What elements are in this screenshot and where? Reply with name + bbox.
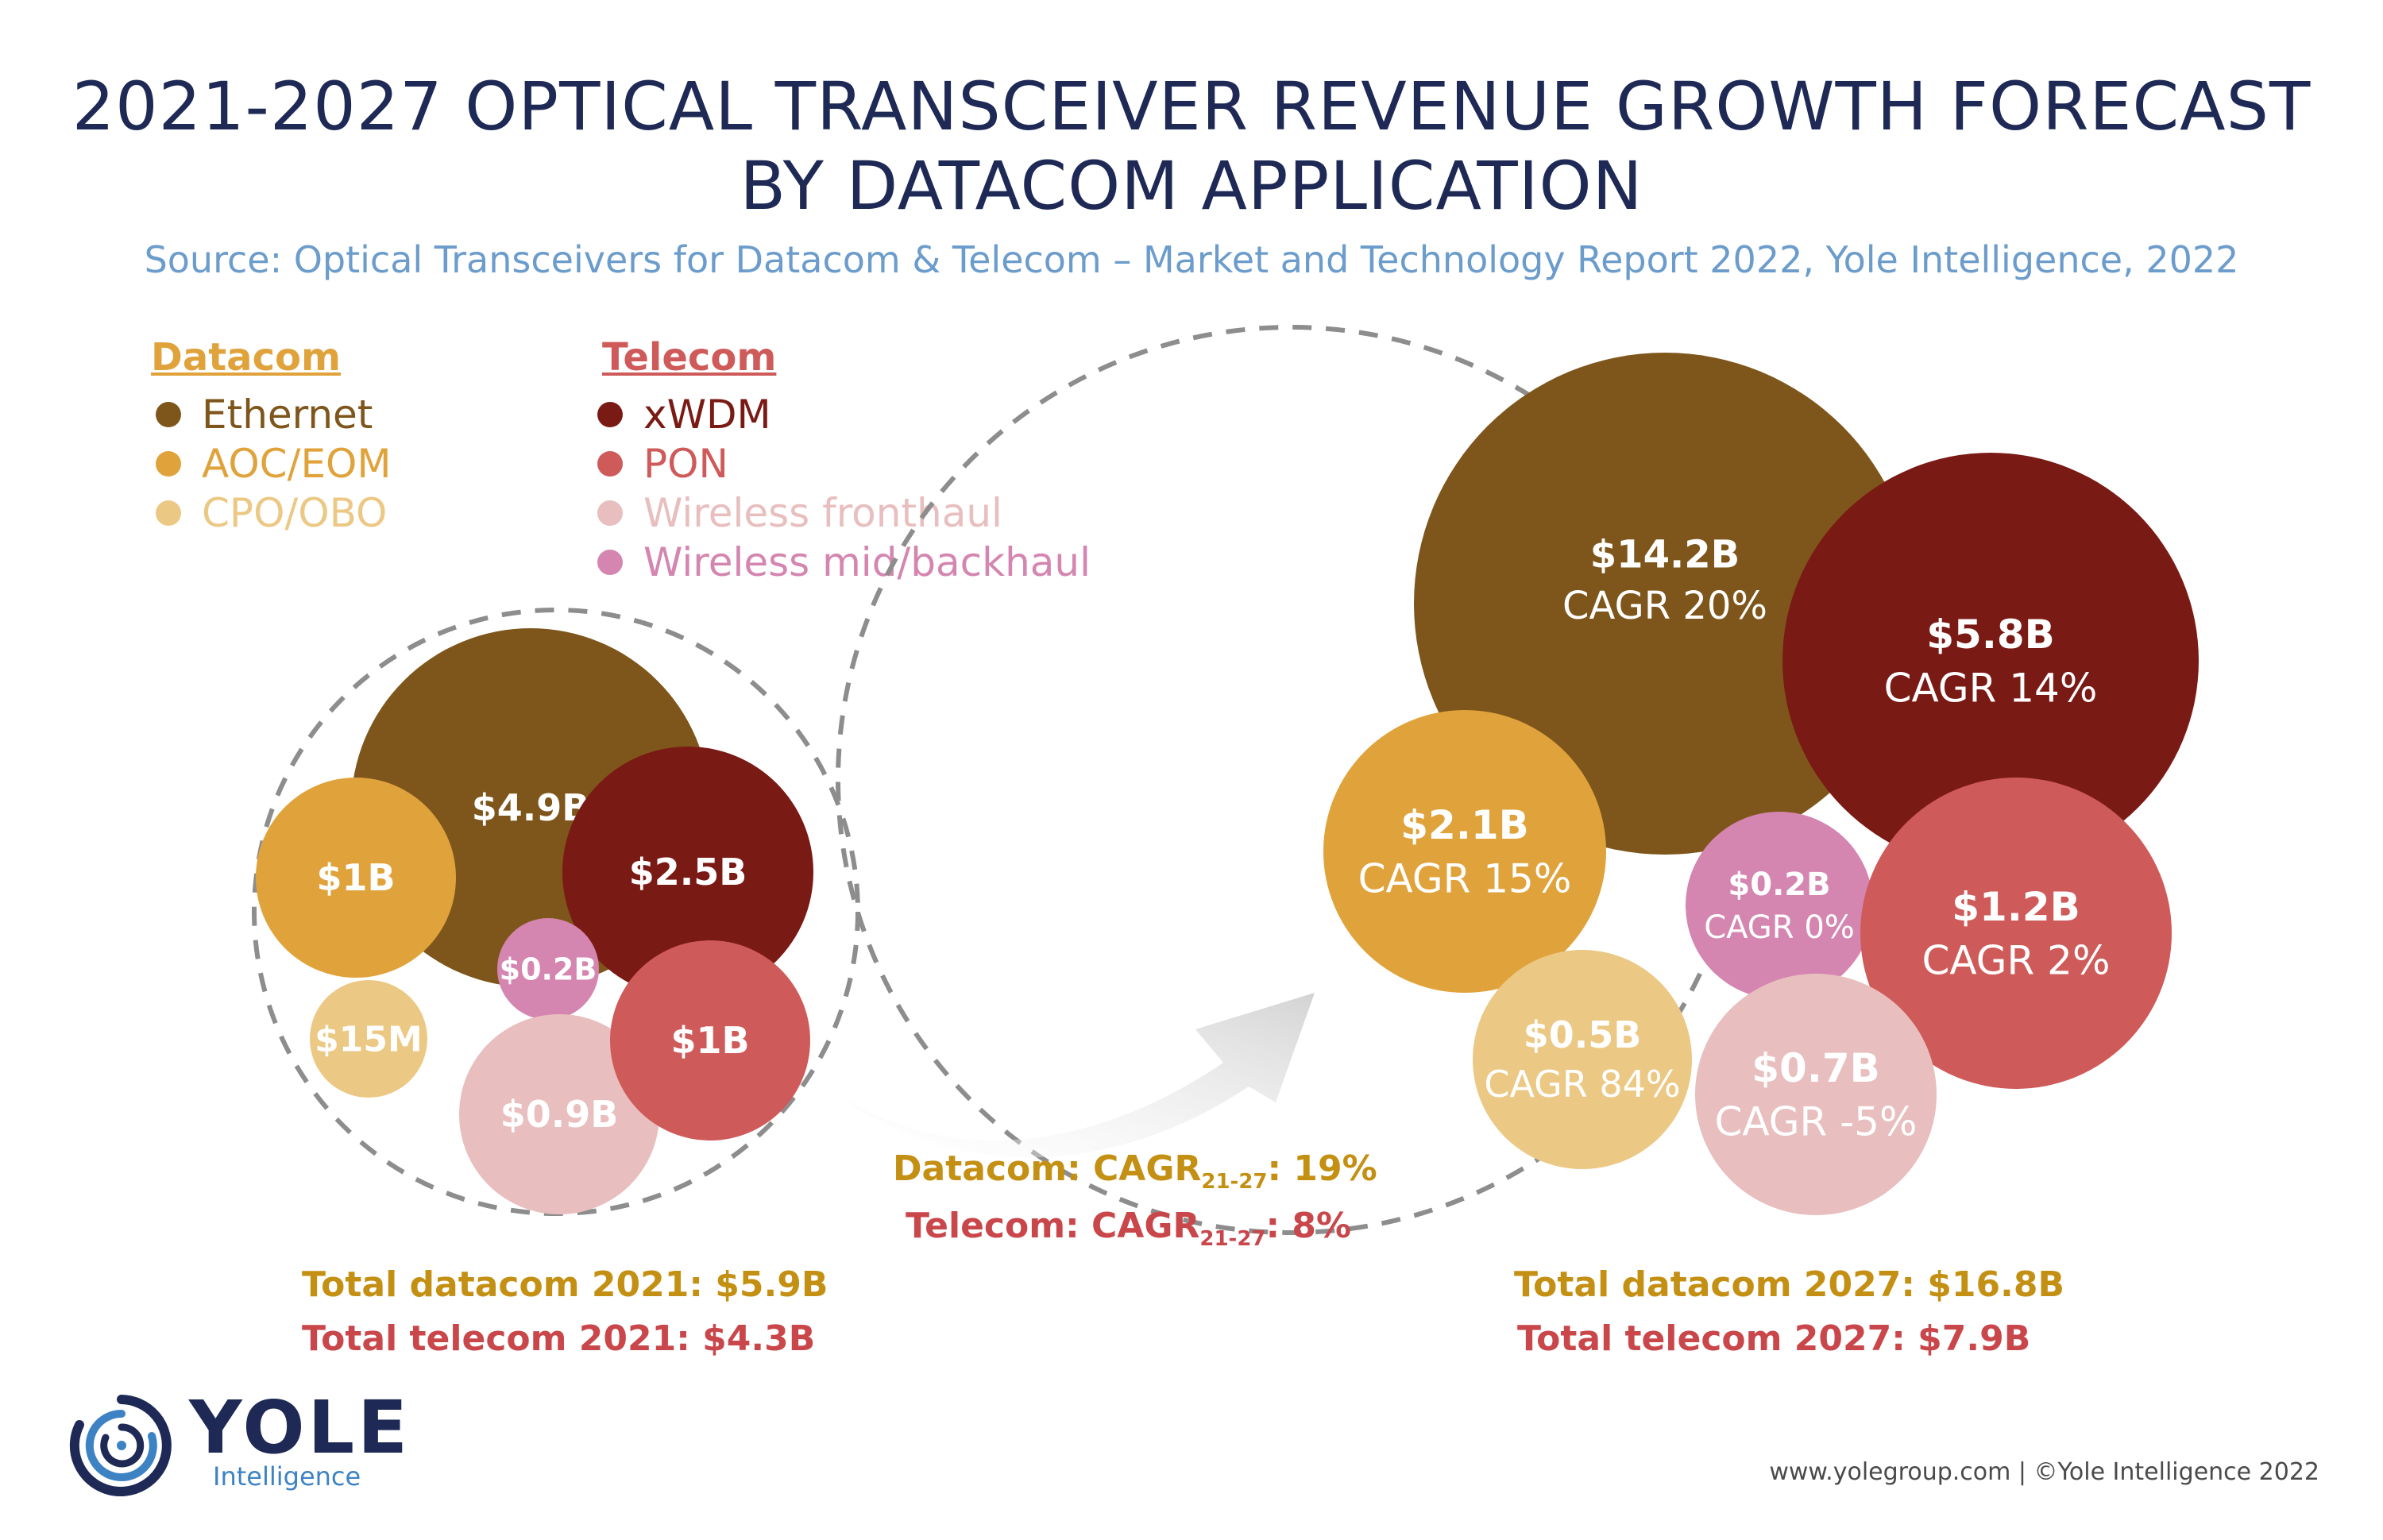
- bubble-cagr-label: CAGR 84%: [1484, 1063, 1680, 1106]
- bubble-value-label: $0.2B: [1728, 866, 1830, 903]
- bubble-2021-wireless-mid-backhaul: [497, 918, 599, 1020]
- legend-swatch: [156, 451, 181, 477]
- total-datacom-2021: Total datacom 2021: $5.9B: [302, 1264, 828, 1305]
- legend-item-cpo-obo: CPO/OBO: [156, 490, 387, 536]
- legend-item-pon: PON: [597, 441, 728, 487]
- logo-subtitle: Intelligence: [213, 1461, 361, 1492]
- bubble-2021-pon: [610, 940, 810, 1141]
- total-telecom-2021: Total telecom 2021: $4.3B: [302, 1318, 816, 1359]
- chart-title-line-2: BY DATACOM APPLICATION: [740, 147, 1643, 225]
- bubble-value-label: $2.1B: [1400, 802, 1528, 848]
- bubble-2027-aoc-eom: [1323, 710, 1606, 993]
- bubble-value-label: $15M: [315, 1019, 423, 1059]
- bubble-value-label: $4.9B: [472, 786, 590, 829]
- bubble-2027-cpo-obo: [1473, 950, 1692, 1169]
- legend-heading-datacom: Datacom: [151, 335, 342, 380]
- bubble-value-label: $14.2B: [1590, 532, 1740, 577]
- yole-logo: YOLE Intelligence: [62, 1385, 427, 1501]
- bubble-value-label: $1B: [670, 1019, 749, 1062]
- telecom-cagr-note: Telecom: CAGR21-27: 8%: [906, 1206, 1351, 1251]
- bubble-2021-wireless-fronthaul: [459, 1014, 659, 1214]
- legend-label: Ethernet: [202, 392, 373, 438]
- legend-swatch: [597, 451, 623, 477]
- legend-label: xWDM: [643, 392, 771, 438]
- bubble-cagr-label: CAGR 20%: [1562, 584, 1767, 628]
- bubble-value-label: $0.2B: [500, 951, 597, 986]
- legend-heading-telecom: Telecom: [602, 335, 777, 380]
- bubble-value-label: $0.7B: [1752, 1045, 1879, 1091]
- legend-swatch: [597, 402, 623, 427]
- bubble-layer: $4.9B $1B $2.5B $0.2B $15M $0.9B $1B $14.2B CAGR…: [256, 353, 2199, 1215]
- logo-wordmark: YOLE: [189, 1385, 411, 1470]
- bubble-cagr-label: CAGR 0%: [1704, 909, 1855, 946]
- legend-swatch: [156, 402, 181, 427]
- bubble-value-label: $2.5B: [629, 851, 747, 894]
- bubble-cagr-label: CAGR 14%: [1884, 665, 2098, 711]
- bubble-cagr-label: CAGR 2%: [1922, 937, 2111, 983]
- bubble-value-label: $0.5B: [1524, 1013, 1642, 1056]
- legend-item-wireless-mid-backhaul: Wireless mid/backhaul: [597, 539, 1091, 585]
- source-subtitle: Source: Optical Transceivers for Datacom…: [144, 238, 2239, 281]
- cagr-value: : 8%: [1265, 1206, 1352, 1246]
- legend-item-wireless-fronthaul: Wireless fronthaul: [597, 490, 1002, 536]
- chart-title-line-1: 2021-2027 OPTICAL TRANSCEIVER REVENUE GR…: [71, 68, 2312, 145]
- legend-swatch: [156, 500, 181, 526]
- growth-arrow: [834, 993, 1315, 1158]
- total-datacom-2027: Total datacom 2027: $16.8B: [1514, 1264, 2064, 1305]
- legend-label: AOC/EOM: [202, 441, 392, 487]
- datacom-cagr-note: Datacom: CAGR21-27: 19%: [893, 1148, 1377, 1194]
- bubble-2027-wireless-fronthaul: [1695, 974, 1937, 1215]
- bubble-2021-aoc-eom: [256, 778, 456, 978]
- legend-label: PON: [643, 441, 728, 487]
- cagr-period: 21-27: [1199, 1226, 1266, 1251]
- bubble-2021-cpo-obo: [310, 980, 427, 1098]
- bubble-cagr-label: CAGR -5%: [1715, 1098, 1918, 1144]
- footer-credit: www.yolegroup.com | ©Yole Intelligence 2…: [1769, 1458, 2319, 1486]
- legend-swatch: [597, 500, 623, 526]
- bubble-value-label: $0.9B: [500, 1093, 619, 1136]
- legend-label: Wireless mid/backhaul: [643, 539, 1091, 585]
- bubble-2027-ethernet: [1414, 353, 1916, 855]
- legend-item-aoc-eom: AOC/EOM: [156, 441, 392, 487]
- cagr-value: : 19%: [1267, 1148, 1377, 1189]
- cagr-label: Datacom: CAGR: [893, 1148, 1202, 1189]
- bubble-cagr-label: CAGR 15%: [1358, 855, 1572, 901]
- bubble-2027-wireless-mid-backhaul: [1686, 812, 1873, 999]
- legend-swatch: [597, 550, 623, 575]
- total-telecom-2027: Total telecom 2027: $7.9B: [1517, 1318, 2031, 1359]
- yole-spiral-icon: [69, 1395, 172, 1496]
- bubble-2027-pon: [1860, 778, 2172, 1089]
- bubble-2021-xwdm: [562, 747, 813, 998]
- legend-item-xwdm: xWDM: [597, 392, 771, 438]
- legend-item-ethernet: Ethernet: [156, 392, 373, 438]
- legend-label: CPO/OBO: [202, 490, 388, 536]
- bubble-value-label: $1.2B: [1952, 884, 2080, 930]
- cagr-period: 21-27: [1201, 1169, 1268, 1194]
- bubble-value-label: $5.8B: [1926, 612, 2054, 658]
- bubble-value-label: $1B: [316, 856, 395, 899]
- legend-label: Wireless fronthaul: [643, 490, 1002, 536]
- bubble-2027-xwdm: [1782, 453, 2199, 869]
- cagr-label: Telecom: CAGR: [906, 1206, 1200, 1246]
